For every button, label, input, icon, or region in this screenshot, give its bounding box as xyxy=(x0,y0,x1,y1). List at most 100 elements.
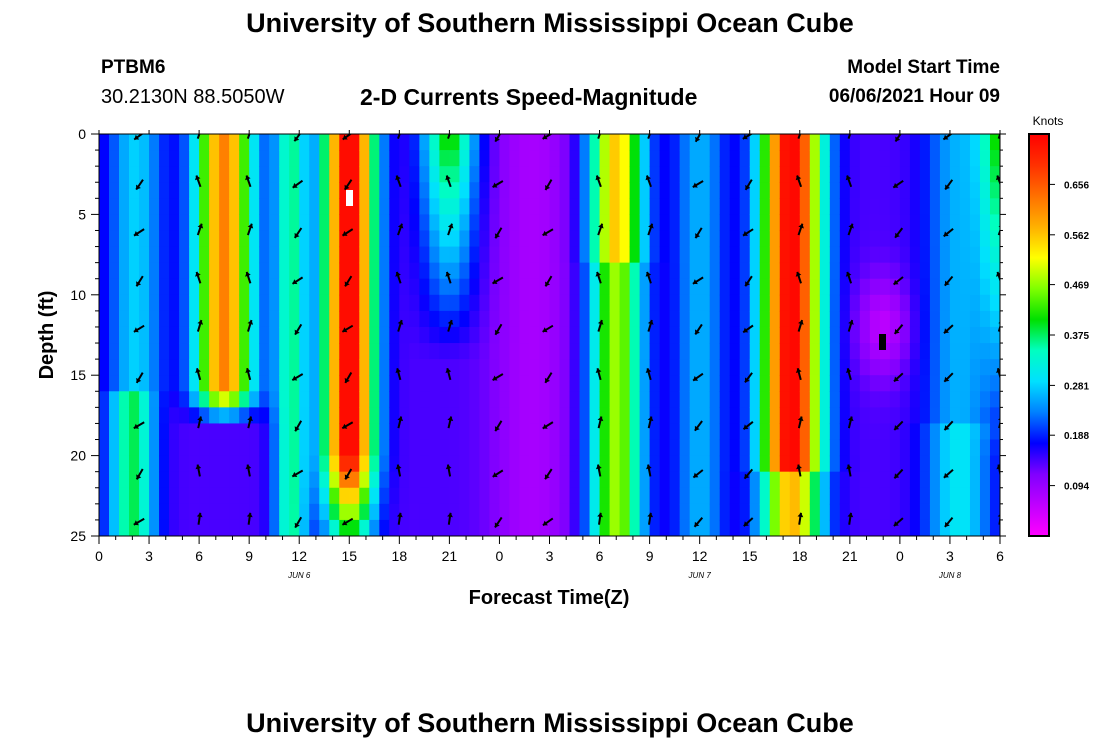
heatmap-cell xyxy=(969,278,981,296)
heatmap-cell xyxy=(869,246,881,264)
heatmap-cell xyxy=(369,391,380,408)
heatmap-cell xyxy=(569,310,581,328)
heatmap-cell xyxy=(449,166,460,183)
heatmap-cell xyxy=(329,407,340,425)
heatmap-cell xyxy=(409,375,420,392)
heatmap-cell xyxy=(479,391,491,408)
heatmap-cell xyxy=(289,166,300,183)
heatmap-cell xyxy=(179,198,190,215)
heatmap-cell xyxy=(159,455,170,473)
heatmap-cell xyxy=(289,407,300,425)
heatmap-cell xyxy=(289,294,300,312)
heatmap-cell xyxy=(269,166,280,183)
heatmap-cell xyxy=(499,230,511,248)
heatmap-cell xyxy=(359,391,370,408)
heatmap-cell xyxy=(249,391,260,408)
heatmap-cell xyxy=(609,310,621,328)
colorbar: Knots 0.0940.1880.2810.3750.4690.5620.65… xyxy=(1028,114,1089,537)
heatmap-cell xyxy=(269,278,280,296)
heatmap-cell xyxy=(759,182,771,199)
heatmap-cell xyxy=(459,150,471,167)
heatmap-cell xyxy=(869,198,881,215)
heatmap-cell xyxy=(849,407,861,425)
y-tick-label: 10 xyxy=(70,287,86,303)
heatmap-cell xyxy=(149,471,160,489)
heatmap-cell xyxy=(199,166,210,183)
heatmap-cell xyxy=(459,230,471,248)
heatmap-cell xyxy=(629,230,641,248)
heatmap-cell xyxy=(129,278,140,296)
heatmap-cell xyxy=(279,150,290,167)
heatmap-cell xyxy=(459,278,471,296)
heatmap-cell xyxy=(769,182,781,199)
heatmap-cell xyxy=(289,246,300,264)
heatmap-cell xyxy=(329,343,340,360)
heatmap-cell xyxy=(989,310,1000,328)
heatmap-cell xyxy=(579,166,591,183)
heatmap-cell xyxy=(119,230,130,248)
current-arrow xyxy=(893,468,904,479)
heatmap-cell xyxy=(529,519,541,536)
heatmap-cell xyxy=(269,310,280,328)
current-arrow xyxy=(397,319,404,332)
heatmap-cell xyxy=(639,375,651,392)
heatmap-cell xyxy=(709,310,721,328)
heatmap-cell xyxy=(879,439,891,457)
heatmap-cell xyxy=(659,391,671,408)
heatmap-cell xyxy=(579,439,591,457)
heatmap-cell xyxy=(649,294,661,312)
heatmap-cell xyxy=(809,182,821,199)
heatmap-cell xyxy=(559,407,571,425)
heatmap-cell xyxy=(129,134,140,151)
heatmap-cell xyxy=(949,391,961,408)
heatmap-cell xyxy=(769,278,781,296)
heatmap-cell xyxy=(139,262,150,280)
heatmap-cell xyxy=(239,182,250,199)
heatmap-cell xyxy=(619,519,631,536)
heatmap-cell xyxy=(489,134,501,151)
heatmap-cell xyxy=(269,214,280,232)
heatmap-cell xyxy=(139,519,150,536)
heatmap-cell xyxy=(669,439,681,457)
heatmap-cell xyxy=(769,166,781,183)
heatmap-cell xyxy=(749,326,761,344)
heatmap-cell xyxy=(489,359,501,376)
heatmap-cell xyxy=(459,423,471,441)
heatmap-cell xyxy=(509,246,521,264)
heatmap-cell xyxy=(379,519,390,536)
heatmap-cell xyxy=(99,198,110,215)
heatmap-cell xyxy=(169,487,180,505)
heatmap-cell xyxy=(459,455,471,473)
colorbar-bar xyxy=(1028,133,1050,537)
heatmap-cell xyxy=(589,391,601,408)
heatmap-cell xyxy=(349,182,360,199)
heatmap-cell xyxy=(629,166,641,183)
heatmap-cell xyxy=(459,487,471,505)
heatmap-cell xyxy=(139,343,150,360)
heatmap-cell xyxy=(309,134,320,151)
heatmap-cell xyxy=(569,262,581,280)
model-start-time: 06/06/2021 Hour 09 xyxy=(828,86,1000,107)
heatmap-cell xyxy=(439,150,450,167)
heatmap-cell xyxy=(619,423,631,441)
heatmap-cell xyxy=(579,519,591,536)
heatmap-cell xyxy=(789,519,801,536)
heatmap-cell xyxy=(229,278,240,296)
heatmap-cell xyxy=(479,455,491,473)
white-marker xyxy=(346,190,353,206)
heatmap-cell xyxy=(879,230,891,248)
heatmap-cell xyxy=(479,166,491,183)
heatmap-cell xyxy=(769,423,781,441)
heatmap-cell xyxy=(529,359,541,376)
current-arrow xyxy=(397,416,404,429)
heatmap-cell xyxy=(969,166,981,183)
heatmap-cell xyxy=(319,166,330,183)
heatmap-cell xyxy=(319,246,330,264)
heatmap-cell xyxy=(539,182,551,199)
heatmap-cell xyxy=(139,455,150,473)
current-arrow xyxy=(397,134,401,139)
y-tick-label: 20 xyxy=(70,448,86,464)
heatmap-cell xyxy=(359,230,370,248)
heatmap-cell xyxy=(679,375,691,392)
heatmap-cell xyxy=(279,375,290,392)
